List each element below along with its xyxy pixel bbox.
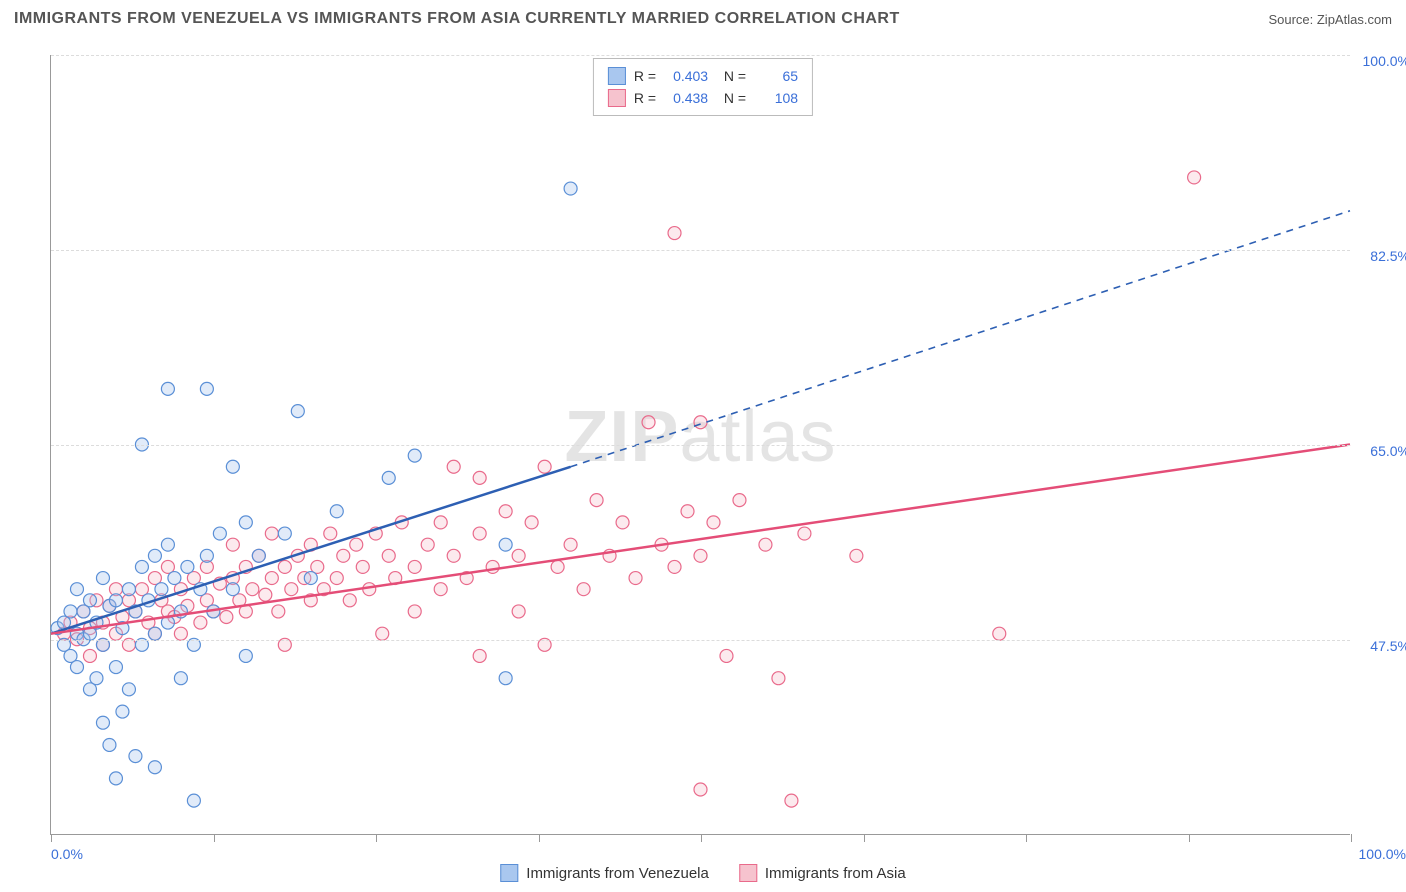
x-tick — [864, 834, 865, 842]
y-tick-label: 65.0% — [1370, 443, 1406, 459]
plot-area: ZIPatlas 0.0% 100.0% 47.5%65.0%82.5%100.… — [50, 55, 1350, 835]
x-tick — [51, 834, 52, 842]
swatch-asia-icon — [739, 864, 757, 882]
legend-item-1: Immigrants from Asia — [739, 864, 906, 882]
gridline — [51, 445, 1350, 446]
swatch-venezuela-icon — [500, 864, 518, 882]
r-value-0: 0.403 — [664, 68, 708, 84]
legend-item-0: Immigrants from Venezuela — [500, 864, 709, 882]
gridline — [51, 250, 1350, 251]
swatch-venezuela — [608, 67, 626, 85]
r-label: R = — [634, 68, 656, 84]
y-tick-label: 100.0% — [1363, 53, 1406, 69]
r-label: R = — [634, 90, 656, 106]
x-tick — [1351, 834, 1352, 842]
x-tick — [539, 834, 540, 842]
legend-label-0: Immigrants from Venezuela — [526, 865, 709, 882]
gridline — [51, 640, 1350, 641]
gridline — [51, 55, 1350, 56]
x-tick — [1189, 834, 1190, 842]
r-value-1: 0.438 — [664, 90, 708, 106]
stats-legend: R = 0.403 N = 65 R = 0.438 N = 108 — [593, 58, 813, 116]
x-tick-min: 0.0% — [51, 846, 83, 862]
n-label: N = — [716, 68, 746, 84]
n-value-0: 65 — [754, 68, 798, 84]
stats-row-0: R = 0.403 N = 65 — [608, 65, 798, 87]
legend-label-1: Immigrants from Asia — [765, 865, 906, 882]
bottom-legend: Immigrants from Venezuela Immigrants fro… — [500, 864, 905, 882]
x-tick-max: 100.0% — [1359, 846, 1406, 862]
x-tick — [376, 834, 377, 842]
x-tick — [701, 834, 702, 842]
y-tick-label: 47.5% — [1370, 638, 1406, 654]
n-value-1: 108 — [754, 90, 798, 106]
chart-title: IMMIGRANTS FROM VENEZUELA VS IMMIGRANTS … — [14, 10, 900, 28]
x-tick — [214, 834, 215, 842]
stats-row-1: R = 0.438 N = 108 — [608, 87, 798, 109]
source-text: Source: ZipAtlas.com — [1268, 12, 1392, 27]
n-label: N = — [716, 90, 746, 106]
swatch-asia — [608, 89, 626, 107]
y-tick-label: 82.5% — [1370, 248, 1406, 264]
x-tick — [1026, 834, 1027, 842]
